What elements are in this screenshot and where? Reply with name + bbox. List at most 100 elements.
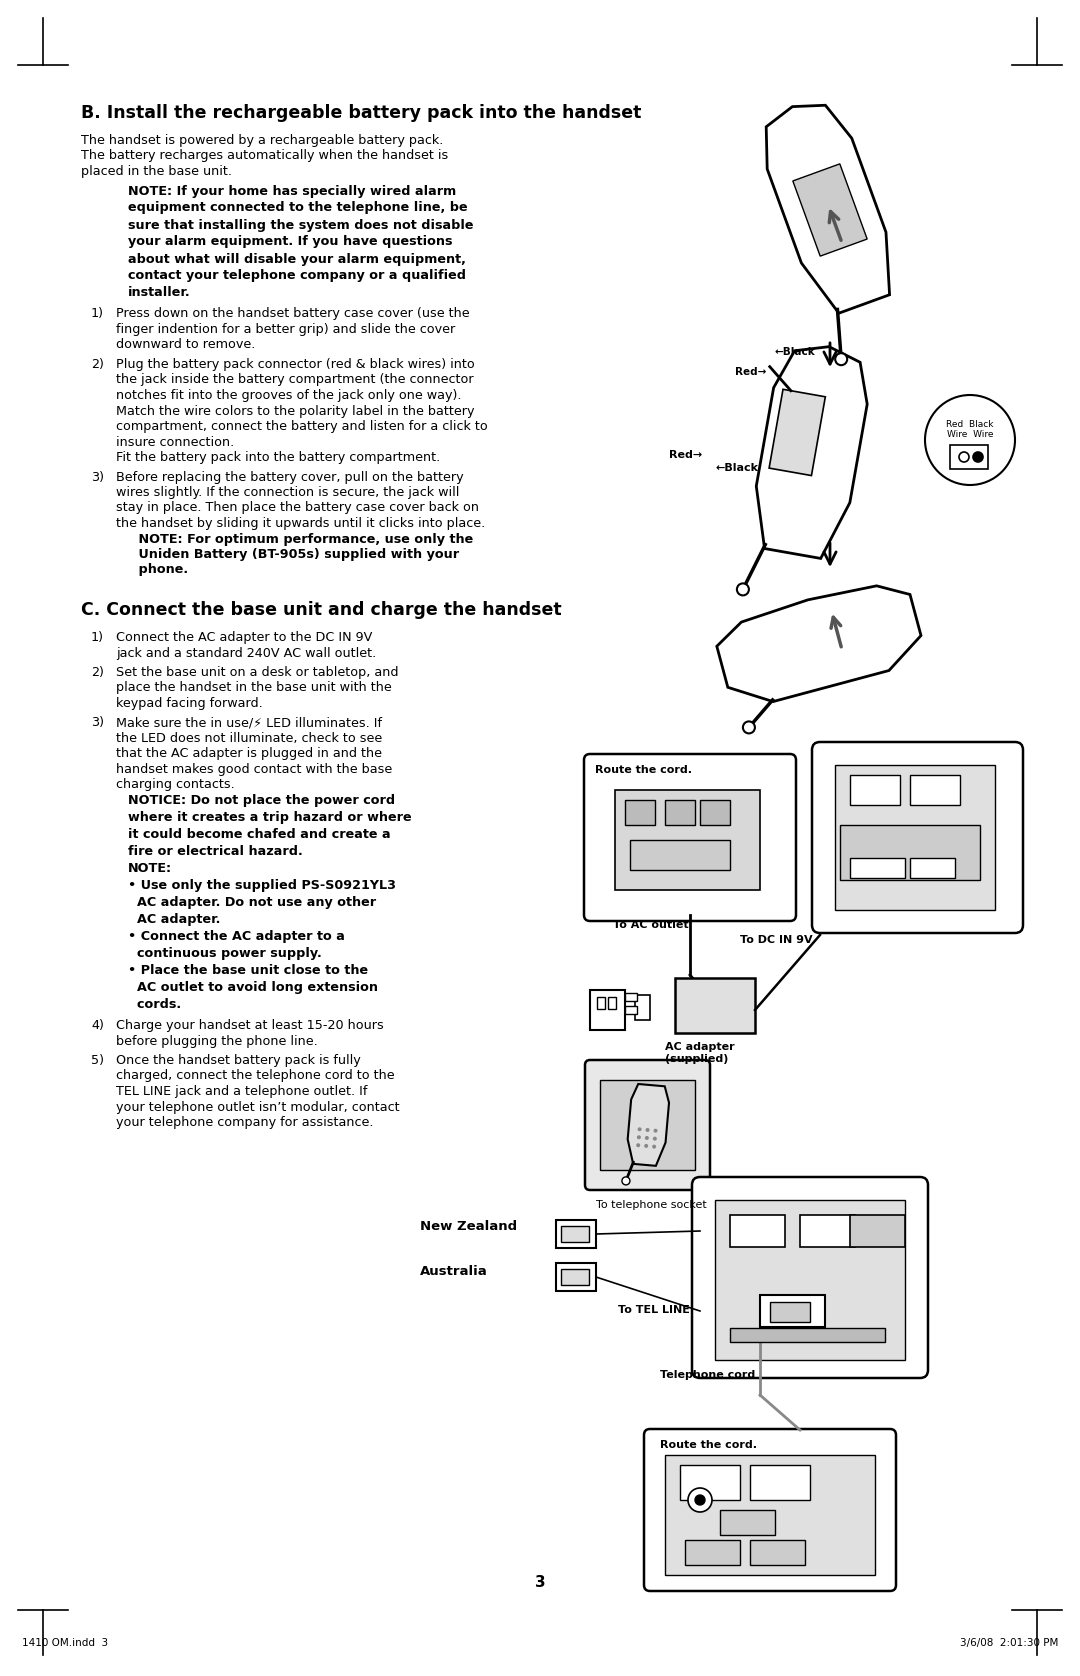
Circle shape [696, 1495, 705, 1505]
Circle shape [645, 1136, 649, 1140]
Text: Route the cord.: Route the cord. [595, 764, 692, 774]
FancyBboxPatch shape [585, 1059, 710, 1190]
Circle shape [637, 1135, 640, 1140]
Bar [630, 840, 730, 870]
Text: Once the handset battery pack is fully: Once the handset battery pack is fully [116, 1054, 361, 1068]
Text: Red→: Red→ [734, 367, 766, 377]
Bar [561, 1227, 589, 1242]
Polygon shape [766, 106, 890, 313]
Bar [700, 799, 730, 825]
Bar [950, 446, 988, 469]
Text: Make sure the in use/⚡ LED illuminates. If: Make sure the in use/⚡ LED illuminates. … [116, 717, 382, 729]
Bar [850, 774, 900, 804]
Text: wires slightly. If the connection is secure, the jack will: wires slightly. If the connection is sec… [116, 486, 459, 499]
Bar [850, 858, 905, 878]
Polygon shape [756, 347, 867, 558]
Text: AC adapter. Do not use any other: AC adapter. Do not use any other [129, 897, 376, 908]
Bar [835, 764, 995, 910]
Text: insure connection.: insure connection. [116, 436, 234, 449]
Text: the handset by sliding it upwards until it clicks into place.: the handset by sliding it upwards until … [116, 516, 485, 530]
Bar [615, 789, 760, 890]
FancyBboxPatch shape [692, 1177, 928, 1378]
Text: • Use only the supplied PS-S0921YL3: • Use only the supplied PS-S0921YL3 [129, 878, 396, 892]
Polygon shape [793, 164, 867, 256]
FancyBboxPatch shape [644, 1430, 896, 1591]
Circle shape [652, 1145, 657, 1148]
Bar [600, 1079, 696, 1170]
Text: Match the wire colors to the polarity label in the battery: Match the wire colors to the polarity la… [116, 404, 474, 417]
Bar [770, 1302, 810, 1322]
Bar [665, 799, 696, 825]
Text: Before replacing the battery cover, pull on the battery: Before replacing the battery cover, pull… [116, 471, 463, 483]
Bar [556, 1220, 596, 1249]
FancyBboxPatch shape [584, 754, 796, 922]
Polygon shape [627, 1084, 669, 1166]
Text: Set the base unit on a desk or tabletop, and: Set the base unit on a desk or tabletop,… [116, 665, 399, 679]
Bar [625, 992, 637, 1001]
Text: Australia: Australia [420, 1265, 488, 1279]
Bar [680, 1465, 740, 1500]
Bar [635, 996, 650, 1021]
Circle shape [737, 583, 748, 595]
Text: AC adapter
(supplied): AC adapter (supplied) [665, 1042, 734, 1064]
Text: place the handset in the base unit with the: place the handset in the base unit with … [116, 682, 392, 694]
Text: charged, connect the telephone cord to the: charged, connect the telephone cord to t… [116, 1069, 394, 1083]
Text: contact your telephone company or a qualified: contact your telephone company or a qual… [129, 270, 465, 283]
Text: AC outlet to avoid long extension: AC outlet to avoid long extension [129, 980, 378, 994]
Text: your alarm equipment. If you have questions: your alarm equipment. If you have questi… [129, 236, 453, 248]
Text: finger indention for a better grip) and slide the cover: finger indention for a better grip) and … [116, 323, 456, 335]
Polygon shape [769, 389, 825, 476]
Text: the jack inside the battery compartment (the connector: the jack inside the battery compartment … [116, 374, 474, 387]
Text: Red→: Red→ [669, 449, 702, 459]
Bar [730, 1215, 785, 1247]
Text: sure that installing the system does not disable: sure that installing the system does not… [129, 218, 473, 231]
FancyBboxPatch shape [812, 742, 1023, 934]
Bar [625, 799, 654, 825]
Text: fire or electrical hazard.: fire or electrical hazard. [129, 845, 302, 858]
Text: installer.: installer. [129, 287, 191, 300]
Bar [760, 1296, 825, 1327]
Text: Charge your handset at least 15-20 hours: Charge your handset at least 15-20 hours [116, 1019, 383, 1032]
Text: 3): 3) [91, 471, 104, 483]
Text: 3/6/08  2:01:30 PM: 3/6/08 2:01:30 PM [960, 1637, 1058, 1648]
Text: placed in the base unit.: placed in the base unit. [81, 164, 232, 178]
Bar [750, 1465, 810, 1500]
Bar [850, 1215, 905, 1247]
Text: To DC IN 9V: To DC IN 9V [740, 935, 812, 945]
Text: stay in place. Then place the battery case cover back on: stay in place. Then place the battery ca… [116, 501, 480, 515]
Bar [720, 1510, 775, 1535]
Text: Telephone cord: Telephone cord [660, 1369, 755, 1379]
Text: downward to remove.: downward to remove. [116, 339, 255, 352]
Text: The handset is powered by a rechargeable battery pack.: The handset is powered by a rechargeable… [81, 134, 444, 147]
Circle shape [743, 721, 755, 734]
Text: your telephone outlet isn’t modular, contact: your telephone outlet isn’t modular, con… [116, 1101, 400, 1113]
Text: Red  Black
Wire  Wire: Red Black Wire Wire [946, 421, 994, 439]
Text: your telephone company for assistance.: your telephone company for assistance. [116, 1116, 374, 1130]
Bar [608, 997, 616, 1009]
Text: charging contacts.: charging contacts. [116, 778, 234, 791]
Bar [910, 774, 960, 804]
Text: Route the cord.: Route the cord. [660, 1440, 757, 1450]
Text: equipment connected to the telephone line, be: equipment connected to the telephone lin… [129, 201, 468, 215]
Text: To AC outlet: To AC outlet [613, 920, 689, 930]
Text: Connect the AC adapter to the DC IN 9V: Connect the AC adapter to the DC IN 9V [116, 630, 373, 644]
Bar [597, 997, 605, 1009]
Text: it could become chafed and create a: it could become chafed and create a [129, 828, 391, 841]
Circle shape [924, 396, 1015, 484]
Text: • Connect the AC adapter to a: • Connect the AC adapter to a [129, 930, 345, 944]
Text: TEL LINE jack and a telephone outlet. If: TEL LINE jack and a telephone outlet. If [116, 1084, 367, 1098]
Bar [715, 1200, 905, 1359]
Text: 1410 OM.indd  3: 1410 OM.indd 3 [22, 1637, 108, 1648]
Text: ←Black: ←Black [716, 463, 759, 473]
Text: keypad facing forward.: keypad facing forward. [116, 697, 262, 711]
Circle shape [636, 1143, 640, 1148]
Circle shape [646, 1128, 649, 1131]
Text: AC adapter.: AC adapter. [129, 913, 220, 927]
Text: phone.: phone. [116, 563, 188, 577]
Circle shape [973, 453, 983, 463]
Circle shape [688, 1488, 712, 1512]
Text: The battery recharges automatically when the handset is: The battery recharges automatically when… [81, 149, 448, 163]
Text: • Place the base unit close to the: • Place the base unit close to the [129, 964, 368, 977]
Text: that the AC adapter is plugged in and the: that the AC adapter is plugged in and th… [116, 747, 382, 761]
Text: cords.: cords. [129, 997, 181, 1011]
